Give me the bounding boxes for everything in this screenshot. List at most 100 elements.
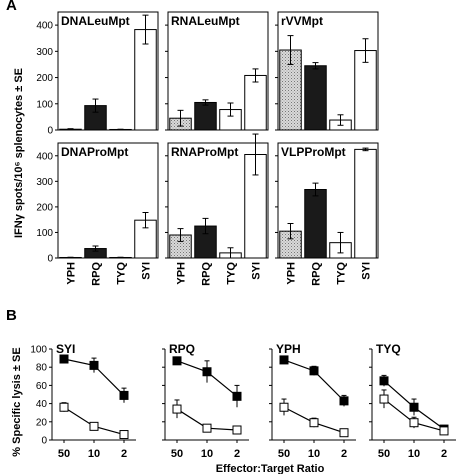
y-tick-label: 200: [36, 202, 53, 213]
bar-rpq: [304, 65, 327, 131]
point-open-square: [439, 426, 449, 436]
point-open-square: [202, 423, 212, 433]
bar-panel-rvvmpt: rVVMpt: [275, 11, 379, 131]
panel-frame: [57, 11, 159, 131]
bar-syi: [244, 74, 267, 131]
x-tick-label: 50: [58, 448, 70, 460]
bar-rpq: [304, 189, 327, 259]
line-x-axis-label: Effector:Target Ratio: [216, 463, 325, 474]
bar-rpq: [194, 101, 217, 131]
y-tick-label: 80: [36, 363, 48, 374]
point-open-square: [339, 428, 349, 438]
point-open-square: [279, 402, 289, 412]
y-tick-label: 0: [47, 254, 53, 265]
lysis-panel-syi: 0 20 40 60 80 100 50 10 2 SYI: [30, 342, 136, 460]
y-tick-label: 0: [41, 436, 47, 447]
x-tick-label: 2: [441, 448, 447, 460]
point-filled-square: [89, 360, 99, 370]
panel-title: TYQ: [376, 342, 401, 356]
category-label: YPH: [286, 262, 298, 285]
point-filled-square: [59, 354, 69, 364]
point-filled-square: [309, 366, 319, 376]
panel-label-a: A: [6, 0, 17, 14]
x-tick-label: 10: [201, 448, 213, 460]
point-filled-square: [119, 390, 129, 400]
category-label: RPQ: [201, 262, 213, 286]
panel-frame: [167, 11, 269, 131]
point-open-square: [59, 402, 69, 412]
panel-frame: [57, 142, 159, 259]
x-tick-label: 10: [408, 448, 420, 460]
point-filled-square: [409, 402, 419, 412]
panel-title: YPH: [276, 342, 301, 356]
x-tick-label: 50: [378, 448, 390, 460]
panel-frame: [277, 142, 379, 259]
point-filled-square: [339, 396, 349, 406]
panel-title: DNALeuMpt: [61, 14, 130, 28]
point-open-square: [379, 394, 389, 404]
y-tick-label: 200: [36, 73, 53, 84]
panel-title: rVVMpt: [281, 14, 323, 28]
bar-panel-vlpprompt: VLPProMpt YPH RPQ TYQ SYI: [275, 142, 379, 286]
x-tick-label: 2: [341, 448, 347, 460]
category-label: TYQ: [336, 262, 348, 285]
bar-y-axis-label: IFNγ spots/10⁶ splenocytes ± SE: [13, 68, 25, 238]
x-tick-label: 10: [308, 448, 320, 460]
bar-panel-dnaleumpt: DNALeuMpt 0 100 200 300 400: [36, 11, 159, 137]
line-y-axis-label: % Specific lysis ± SE: [11, 347, 23, 456]
panel-frame: [167, 142, 269, 259]
y-tick-label: 60: [36, 381, 48, 392]
point-filled-square: [202, 367, 212, 377]
category-label: YPH: [176, 262, 188, 285]
point-open-square: [172, 404, 182, 414]
bar-panel-rnaprompt: RNAProMpt YPH RPQ TYQ SYI: [165, 133, 269, 286]
point-open-square: [232, 425, 242, 435]
panel-frame: [277, 11, 379, 131]
bar-panel-rnaleumpt: RNALeuMpt: [165, 11, 269, 131]
y-tick-label: 100: [36, 228, 53, 239]
category-label: YPH: [66, 262, 78, 285]
x-tick-label: 50: [278, 448, 290, 460]
y-tick-label: 20: [36, 417, 48, 428]
category-label: SYI: [251, 262, 263, 280]
panel-title: SYI: [56, 342, 75, 356]
bar-syi: [354, 148, 377, 259]
y-tick-label: 0: [47, 126, 53, 137]
x-tick-label: 10: [88, 448, 100, 460]
panel-title: RNAProMpt: [171, 145, 238, 159]
panel-title: RNALeuMpt: [171, 14, 240, 28]
lysis-panel-tyq: 50 10 2 TYQ: [369, 342, 456, 460]
bar-charts: DNALeuMpt 0 100 200 300 400 RNALeuMpt rVVMpt DNA…: [36, 11, 379, 286]
category-label: TYQ: [226, 262, 238, 285]
line-charts: 0 20 40 60 80 100 50 10 2 SYI 50 10 2 RPQ 50 10 2 YPH 50 10…: [30, 342, 456, 460]
panel-title: VLPProMpt: [281, 145, 346, 159]
y-tick-label: 300: [36, 177, 53, 188]
bar-syi: [134, 29, 157, 131]
y-tick-label: 100: [30, 345, 47, 356]
category-label: TYQ: [116, 262, 128, 285]
y-tick-label: 300: [36, 47, 53, 58]
panel-title: RPQ: [169, 342, 195, 356]
y-tick-label: 400: [36, 21, 53, 32]
point-open-square: [309, 418, 319, 428]
category-label: SYI: [361, 262, 373, 280]
category-label: SYI: [141, 262, 153, 280]
point-filled-square: [232, 391, 242, 401]
y-tick-label: 40: [36, 399, 48, 410]
bar-panel-dnaprompt: DNAProMpt 0 100 200 300 400 YPH RPQ TYQ SYI: [36, 142, 159, 286]
category-label: RPQ: [311, 262, 323, 286]
lysis-panel-yph: 50 10 2 YPH: [269, 342, 356, 460]
category-label: RPQ: [91, 262, 103, 286]
point-filled-square: [279, 355, 289, 365]
x-tick-label: 50: [171, 448, 183, 460]
point-filled-square: [172, 356, 182, 366]
point-open-square: [89, 421, 99, 431]
panel-title: DNAProMpt: [61, 145, 128, 159]
y-tick-label: 400: [36, 151, 53, 162]
point-open-square: [119, 430, 129, 440]
lysis-panel-rpq: 50 10 2 RPQ: [162, 342, 249, 460]
point-filled-square: [379, 376, 389, 386]
x-tick-label: 2: [121, 448, 127, 460]
panel-label-b: B: [6, 307, 17, 324]
